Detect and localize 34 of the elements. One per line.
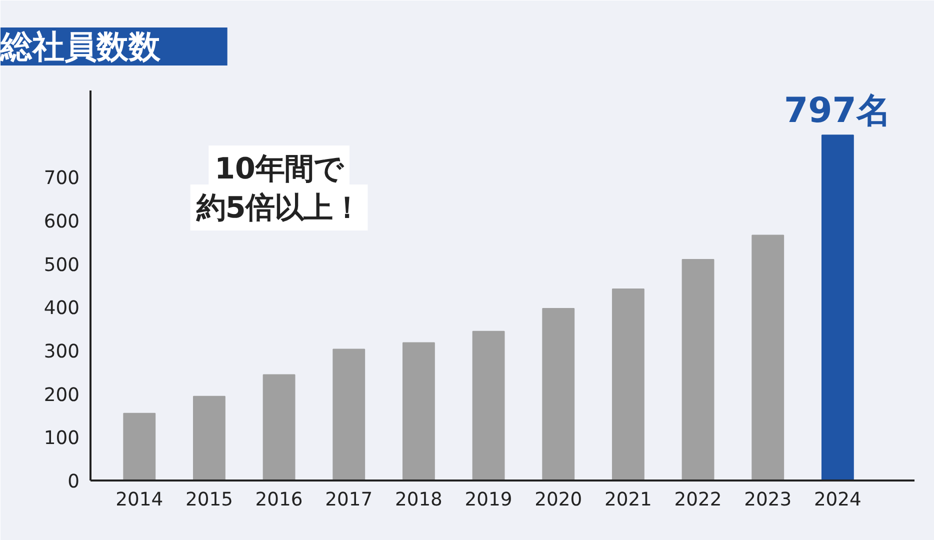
x-tick-label: 2014 xyxy=(116,490,164,510)
y-tick-label: 500 xyxy=(44,254,80,276)
x-tick-label: 2019 xyxy=(464,490,512,510)
annotation: 約5倍以上！ xyxy=(195,190,362,224)
bar xyxy=(262,374,296,480)
x-tick-label: 2020 xyxy=(534,490,582,510)
x-tick-label: 2021 xyxy=(604,490,652,510)
x-tick-label: 2024 xyxy=(814,490,862,510)
bar xyxy=(123,412,156,480)
y-tick-label: 400 xyxy=(44,298,80,320)
y-tick-label: 0 xyxy=(68,472,80,492)
bar xyxy=(821,134,854,480)
x-tick-label: 2018 xyxy=(394,490,442,510)
annotation: 10年間で xyxy=(214,152,344,186)
bar xyxy=(332,348,366,480)
x-tick-label: 2016 xyxy=(255,490,303,510)
bar xyxy=(682,259,714,480)
bar xyxy=(612,288,644,480)
bar xyxy=(472,330,505,480)
bar xyxy=(752,234,784,480)
chart-title: 総社員数数 xyxy=(0,28,162,66)
y-tick-label: 600 xyxy=(44,212,80,232)
y-tick-label: 700 xyxy=(44,168,80,190)
y-tick-label: 100 xyxy=(44,428,80,450)
bar xyxy=(193,396,226,480)
y-tick-label: 200 xyxy=(44,384,80,406)
data-label: 797名 xyxy=(784,91,892,132)
bar xyxy=(542,308,575,480)
x-tick-label: 2022 xyxy=(674,490,722,510)
y-tick-label: 300 xyxy=(44,342,80,362)
x-tick-label: 2017 xyxy=(325,490,373,510)
bar xyxy=(402,342,435,480)
x-tick-label: 2015 xyxy=(185,490,233,510)
x-tick-label: 2023 xyxy=(744,490,792,510)
